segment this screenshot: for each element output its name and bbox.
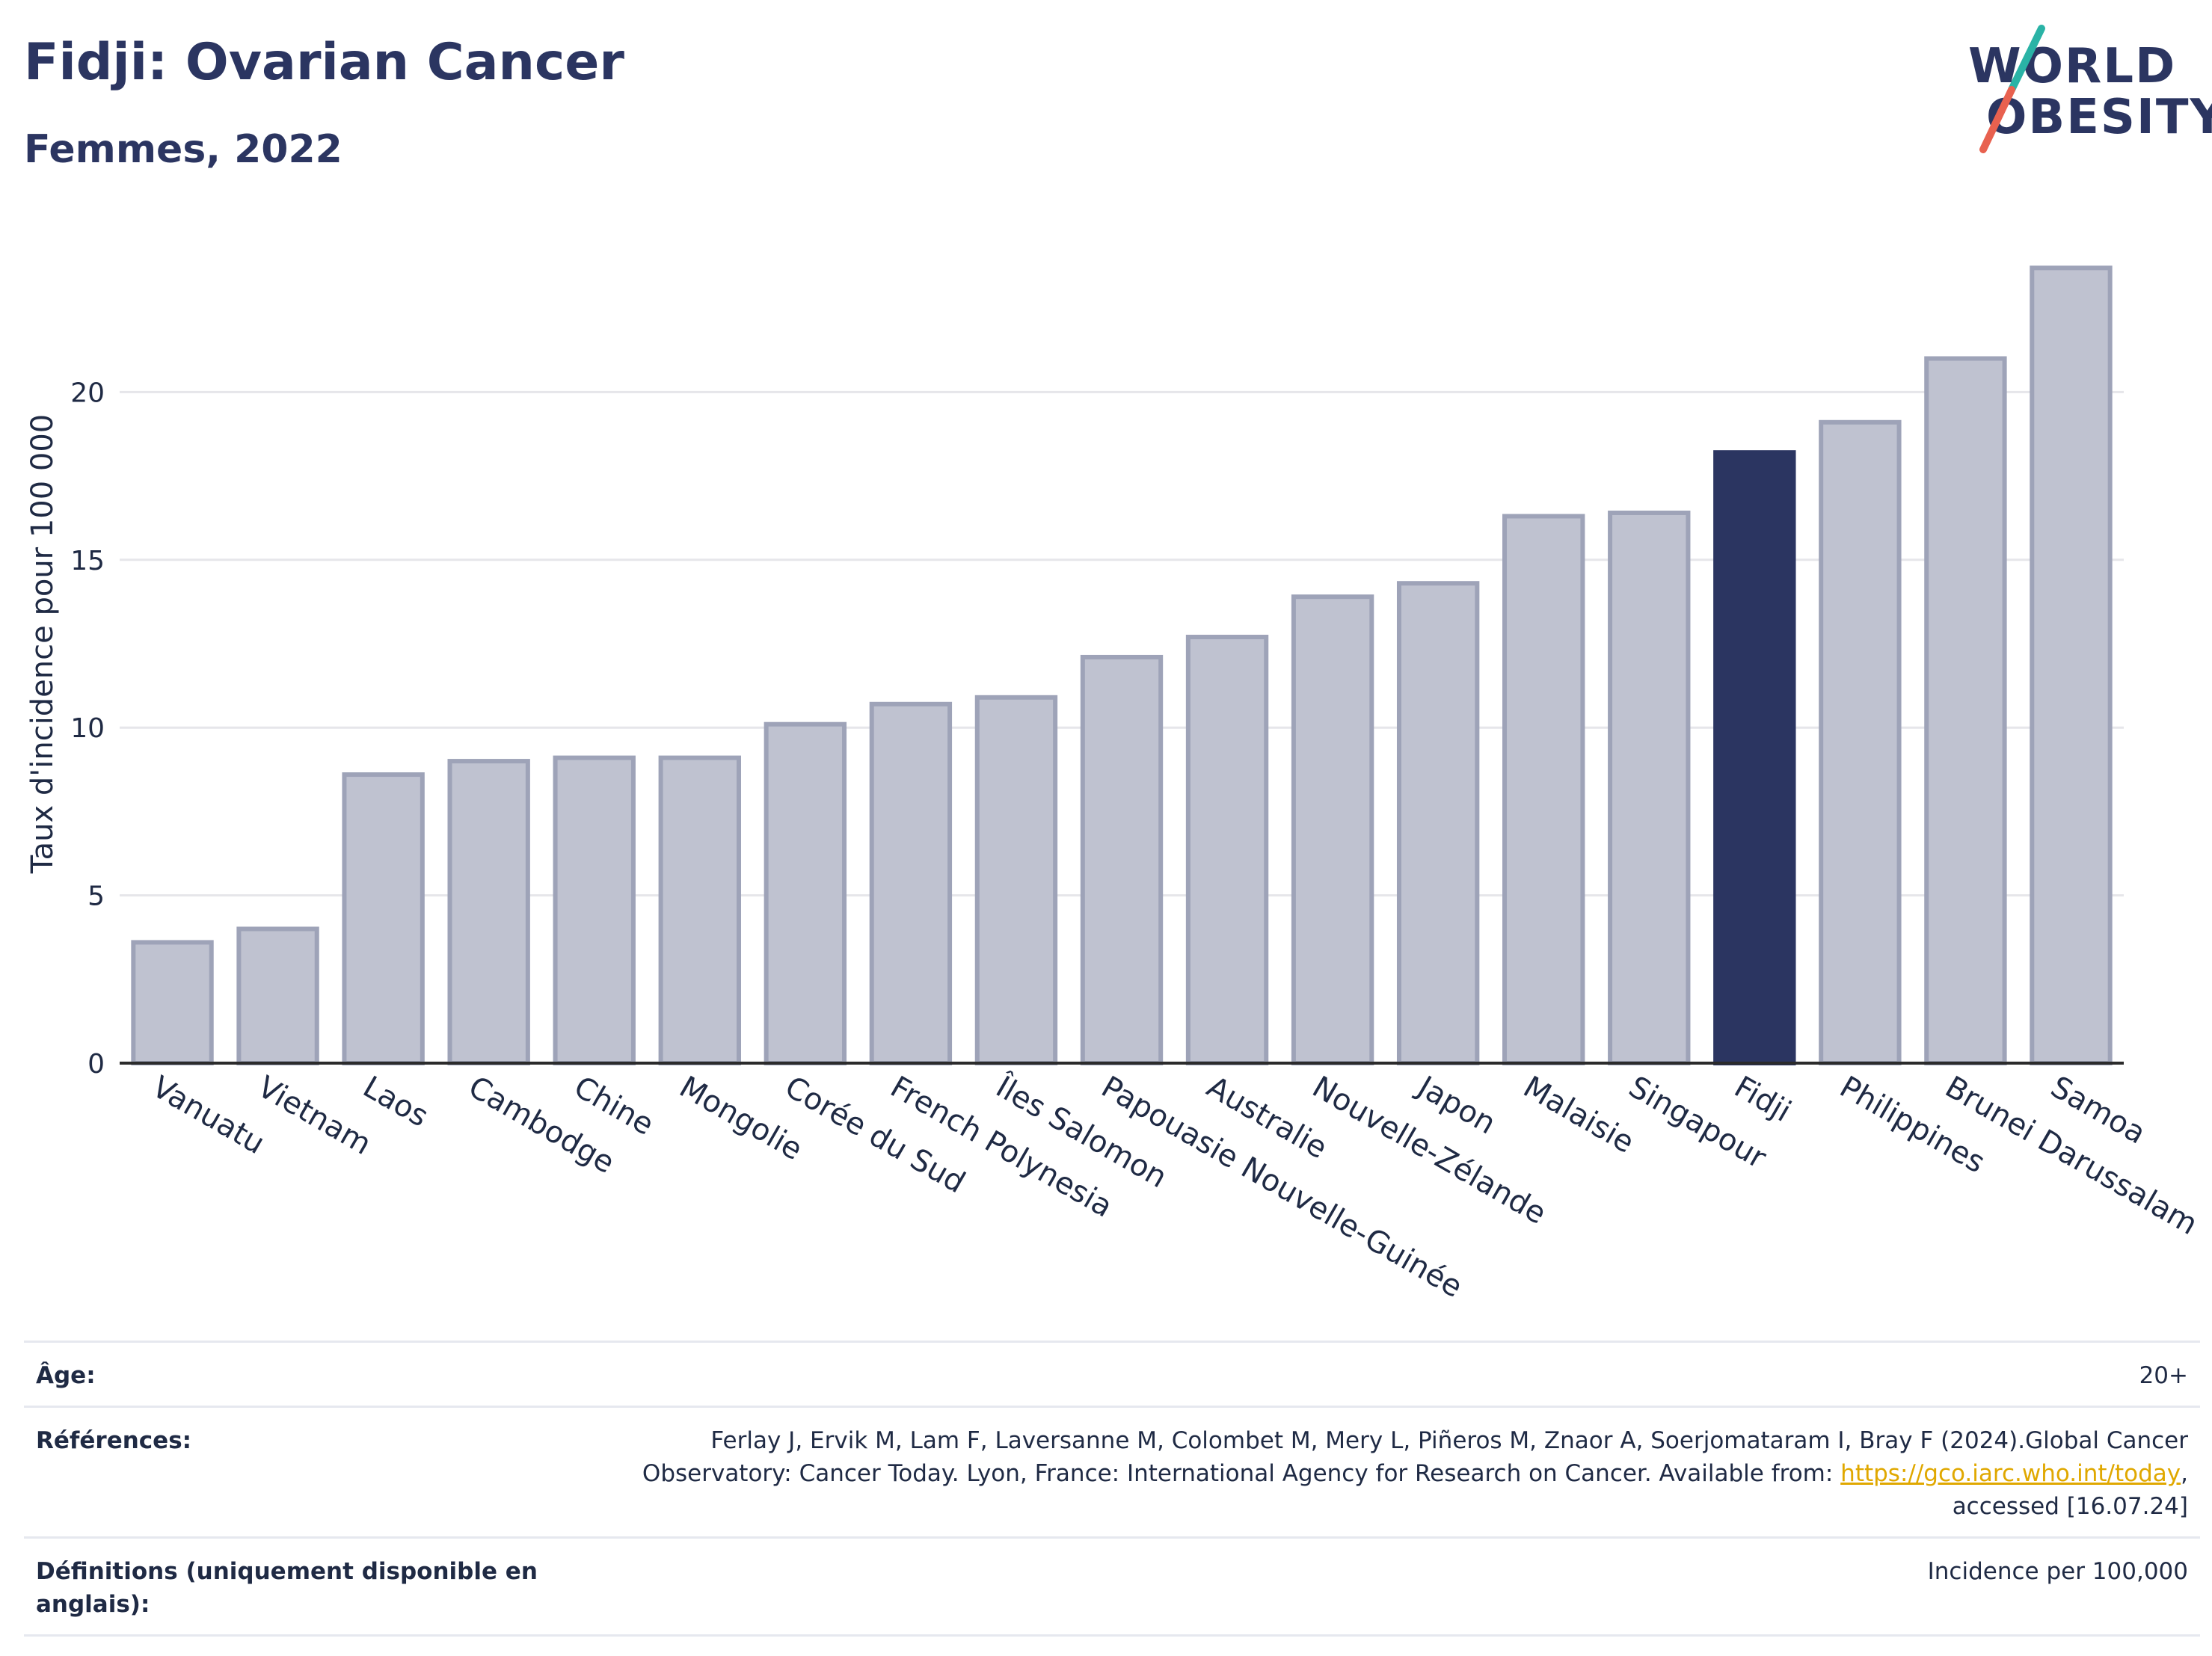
bar [1608, 510, 1691, 1065]
x-tick-label: Vietnam [252, 1070, 377, 1162]
y-tick-label: 0 [87, 1049, 105, 1080]
bar [974, 695, 1058, 1065]
logo-line-1: WORLD [1968, 39, 2177, 94]
bar [1080, 654, 1164, 1065]
definitions-label: Définitions (uniquement disponible en an… [36, 1558, 538, 1618]
page-subtitle: Femmes, 2022 [24, 127, 342, 172]
x-tick-label: Vanuatu [147, 1070, 271, 1161]
bar [131, 940, 214, 1065]
y-tick-label: 5 [87, 881, 105, 912]
y-tick-label: 10 [70, 713, 105, 744]
bar [1819, 419, 1902, 1065]
reference-text-1: Ferlay J, Ervik M, Lam F, Laversanne M, … [710, 1427, 2188, 1454]
chart-footer: Âge: 20+ Références: Ferlay J, Ervik M, … [24, 1341, 2200, 1637]
y-axis-label: Taux d'incidence pour 100 000 [25, 414, 60, 874]
world-obesity-logo: WORLD OBESITY [1959, 22, 2212, 157]
reference-text-3: , [2181, 1460, 2188, 1487]
bar [553, 755, 636, 1065]
logo-line-2: OBESITY [1986, 90, 2212, 145]
footer-row-references: Références: Ferlay J, Ervik M, Lam F, La… [24, 1406, 2200, 1536]
reference-text-2: Observatory: Cancer Today. Lyon, France:… [642, 1460, 1841, 1487]
age-label: Âge: [36, 1362, 96, 1389]
bar-chart: 0 5 10 15 20 Taux d'incidence pour 100 000 Van… [25, 265, 2203, 1305]
bar [1713, 450, 1796, 1065]
x-tick-label: Corée du Sud [779, 1070, 971, 1201]
bar [1502, 514, 1585, 1065]
definitions-value: Incidence per 100,000 [1927, 1558, 2188, 1585]
x-tick-label: Malaisie [1517, 1070, 1640, 1160]
age-value: 20+ [2139, 1362, 2188, 1389]
references-value: Ferlay J, Ervik M, Lam F, Laversanne M, … [642, 1424, 2188, 1523]
bar [1291, 594, 1374, 1065]
bar [869, 701, 953, 1065]
bar [1396, 581, 1480, 1065]
reference-link[interactable]: https://gco.iarc.who.int/today [1840, 1460, 2181, 1487]
x-tick-label: Laos [357, 1070, 434, 1134]
bar [236, 926, 319, 1065]
logo-slash-icon [1979, 25, 2045, 153]
bar [2030, 265, 2113, 1066]
y-tick-label: 15 [70, 546, 105, 576]
references-label: Références: [36, 1427, 192, 1454]
bar [342, 772, 425, 1065]
reference-text-4: accessed [16.07.24] [1952, 1493, 2188, 1520]
footer-row-definitions: Définitions (uniquement disponible en an… [24, 1536, 2200, 1637]
x-tick-label: Fidji [1728, 1070, 1796, 1129]
page-title: Fidji: Ovarian Cancer [24, 33, 624, 92]
bar [658, 755, 741, 1065]
y-tick-label: 20 [70, 378, 105, 408]
bar [764, 721, 847, 1065]
bar [1185, 635, 1269, 1065]
bar [447, 759, 530, 1066]
footer-row-age: Âge: 20+ [24, 1341, 2200, 1406]
bar [1924, 356, 2007, 1065]
